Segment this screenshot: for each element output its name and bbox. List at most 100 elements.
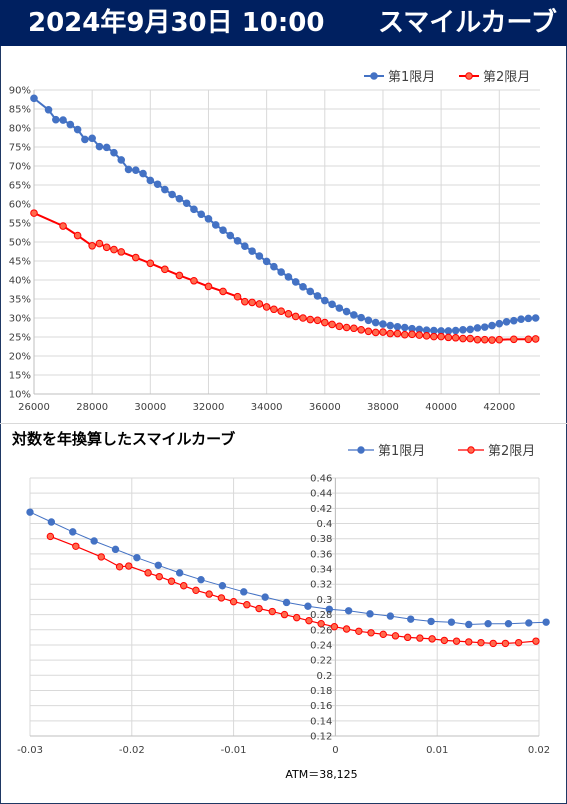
x-tick-label: 38000 (367, 402, 399, 413)
data-point-series-2 (477, 638, 485, 647)
y-tick-label: 60% (9, 200, 31, 211)
x-tick-label: 34000 (251, 402, 283, 413)
y-tick-label: 35% (9, 295, 31, 306)
data-point-series-1 (284, 273, 293, 281)
data-point-series-1 (81, 135, 89, 144)
data-point-series-2 (335, 322, 344, 331)
data-point-series-1 (59, 116, 67, 124)
data-point-series-2 (88, 242, 96, 250)
data-point-series-2 (125, 562, 133, 570)
data-point-series-1 (335, 304, 344, 312)
data-point-series-2 (317, 619, 325, 628)
chart-title: 対数を年換算したスマイルカーブ (11, 430, 235, 448)
data-point-series-2 (277, 307, 285, 315)
data-point-series-1 (66, 120, 75, 129)
data-point-series-2 (510, 335, 518, 344)
data-point-series-2 (403, 633, 412, 642)
data-point-series-1 (400, 323, 409, 332)
y-tick-label: 90% (9, 86, 31, 97)
data-point-series-1 (69, 528, 77, 536)
x-tick-label: 0.01 (426, 745, 448, 756)
data-point-series-2 (255, 300, 264, 308)
data-point-series-2 (95, 239, 104, 248)
data-point-series-1 (95, 142, 104, 151)
data-point-series-1 (73, 125, 82, 134)
y-tick-label: 0.32 (310, 580, 332, 591)
data-point-series-1 (386, 321, 395, 330)
data-point-series-2 (342, 323, 351, 332)
x-tick-label: 40000 (425, 402, 457, 413)
data-point-series-1 (313, 292, 322, 300)
data-point-series-1 (211, 221, 220, 229)
x-tick-label: 28000 (76, 402, 108, 413)
y-tick-label: 15% (9, 371, 31, 382)
data-point-series-1 (30, 94, 38, 103)
data-point-series-2 (291, 312, 300, 321)
data-point-series-2 (367, 629, 375, 637)
data-point-series-2 (255, 604, 263, 613)
data-point-series-2 (59, 222, 67, 230)
data-point-series-2 (328, 320, 336, 329)
data-point-series-2 (46, 532, 55, 541)
data-point-series-2 (270, 305, 278, 314)
data-point-series-1 (88, 134, 96, 143)
data-point-series-1 (466, 325, 475, 334)
x-tick-label: 30000 (134, 402, 166, 413)
data-point-series-2 (72, 542, 80, 550)
y-tick-label: 0.46 (310, 474, 332, 485)
data-point-series-1 (473, 324, 482, 332)
data-point-series-1 (444, 327, 453, 335)
x-tick-label: 0.02 (528, 745, 550, 756)
data-point-series-1 (110, 148, 118, 157)
data-point-series-1 (379, 320, 387, 328)
data-point-series-1 (241, 242, 249, 250)
data-point-series-1 (328, 300, 336, 309)
data-point-series-1 (52, 115, 60, 124)
data-point-series-2 (284, 310, 293, 318)
data-point-series-2 (415, 331, 424, 339)
chart-log-annualized-smile-curve: 対数を年換算したスマイルカーブ -0.03 -0.02 -0.01 0 0.01 0.02 0… (11, 430, 550, 781)
data-point-series-2 (355, 627, 363, 635)
y-tick-label: 65% (9, 181, 31, 192)
data-point-series-2 (313, 316, 322, 325)
data-point-series-2 (489, 639, 497, 648)
data-point-series-2 (459, 334, 467, 343)
x-tick-label: 26000 (18, 402, 50, 413)
data-point-series-2 (280, 610, 289, 619)
data-point-series-2 (391, 632, 400, 640)
data-point-series-2 (473, 335, 482, 344)
y-tick-label: 70% (9, 162, 31, 173)
data-point-series-1 (364, 316, 373, 325)
data-point-series-1 (325, 605, 333, 613)
data-point-series-1 (407, 615, 415, 623)
y-tick-label: 0.42 (310, 504, 332, 515)
data-point-series-1 (350, 311, 358, 319)
header-title: スマイルカーブ (378, 8, 557, 38)
y-tick-label: 50% (9, 238, 31, 249)
data-point-series-1 (262, 257, 271, 266)
data-point-series-1 (306, 287, 315, 296)
y-tick-label: 0.14 (310, 716, 332, 727)
data-point-series-2 (422, 332, 431, 340)
data-point-series-1 (233, 237, 242, 245)
data-point-series-1 (161, 185, 169, 194)
y-tick-label: 30% (9, 314, 31, 325)
data-point-series-2 (532, 637, 540, 645)
data-point-series-2 (531, 335, 540, 343)
data-point-series-2 (167, 577, 176, 585)
data-point-series-1 (357, 313, 365, 322)
x-tick-label: -0.01 (221, 745, 247, 756)
data-point-series-1 (447, 618, 456, 626)
data-point-series-1 (480, 323, 489, 331)
data-point-series-2 (144, 569, 152, 577)
y-tick-label: 80% (9, 124, 31, 135)
data-point-series-2 (299, 314, 307, 322)
y-tick-label: 0.34 (310, 565, 332, 576)
data-point-series-1 (175, 194, 184, 203)
data-point-series-2 (192, 586, 200, 595)
data-point-series-2 (180, 582, 188, 590)
x-tick-label: 42000 (483, 402, 515, 413)
data-point-series-2 (241, 297, 249, 306)
data-point-series-2 (146, 259, 155, 268)
data-point-series-1 (90, 537, 98, 545)
